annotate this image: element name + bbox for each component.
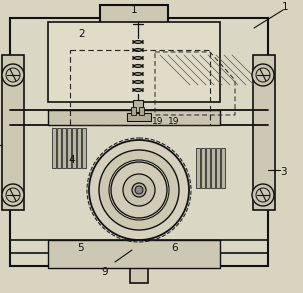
- Bar: [82, 128, 86, 168]
- Circle shape: [135, 186, 143, 194]
- Text: 1: 1: [131, 5, 137, 15]
- Bar: [10, 18, 268, 266]
- Text: 2: 2: [79, 29, 85, 39]
- Text: 19: 19: [152, 117, 164, 127]
- Text: 19: 19: [168, 117, 179, 127]
- Bar: [131, 107, 136, 115]
- Bar: [77, 128, 81, 168]
- Bar: [216, 148, 220, 188]
- Circle shape: [132, 183, 146, 197]
- Text: 9: 9: [102, 267, 108, 277]
- Circle shape: [252, 64, 274, 86]
- Bar: [62, 128, 66, 168]
- Bar: [196, 148, 200, 188]
- Bar: [201, 148, 205, 188]
- Bar: [57, 128, 61, 168]
- Bar: [206, 148, 210, 188]
- Bar: [67, 128, 71, 168]
- Text: 6: 6: [172, 243, 178, 253]
- Bar: [2, 55, 24, 210]
- Bar: [127, 113, 151, 121]
- Bar: [100, 5, 168, 23]
- Circle shape: [111, 162, 167, 218]
- Bar: [221, 148, 225, 188]
- Circle shape: [89, 140, 189, 240]
- Text: 1: 1: [282, 2, 288, 12]
- Circle shape: [123, 174, 155, 206]
- Circle shape: [99, 150, 179, 230]
- Bar: [48, 22, 220, 102]
- Circle shape: [2, 64, 24, 86]
- Bar: [130, 263, 148, 283]
- Bar: [139, 107, 144, 115]
- Text: 4: 4: [69, 155, 75, 165]
- Bar: [211, 148, 215, 188]
- Bar: [253, 55, 275, 210]
- Bar: [70, 50, 210, 125]
- Bar: [48, 110, 220, 125]
- Circle shape: [109, 160, 169, 220]
- Text: 5: 5: [77, 243, 83, 253]
- Circle shape: [252, 184, 274, 206]
- Text: 3: 3: [280, 167, 286, 177]
- Bar: [52, 128, 56, 168]
- Bar: [72, 128, 76, 168]
- Bar: [48, 240, 220, 268]
- Bar: [133, 100, 143, 112]
- Circle shape: [2, 184, 24, 206]
